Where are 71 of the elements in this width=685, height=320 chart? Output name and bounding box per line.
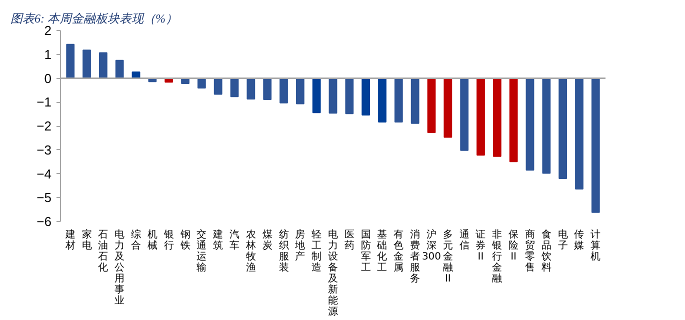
y-tick-label: −4 [36,166,52,182]
x-tick-label: 家电 [82,228,92,252]
x-tick-label: 保险II [508,230,519,262]
chart-title: 图表6: 本周金融板块表现（%） [10,12,178,26]
bar [460,78,469,151]
x-tick-label: 煤炭 [262,228,272,252]
bar [444,78,452,138]
x-tick-label: 交通运输 [196,228,207,274]
bar [296,78,304,104]
y-tick-label: −2 [36,118,52,134]
x-tick-label: 房地产 [294,228,306,262]
bar [509,78,518,162]
bar [492,78,502,157]
bar [82,50,91,79]
bar [98,52,108,79]
x-tick-label: 基础化工 [376,228,388,274]
bar [591,78,600,213]
bar [575,78,584,190]
y-tick-label: 0 [44,70,52,86]
bar [362,78,370,116]
bar [214,78,222,95]
x-tick-label: 证券II [476,228,486,262]
bar [246,78,256,100]
x-tick-label: 汽车 [230,228,240,252]
bar [328,78,338,114]
bar [558,78,568,180]
y-tick-label: −5 [36,190,52,206]
bar [427,78,436,133]
x-tick-label: 农林牧渔 [244,230,256,274]
x-tick-label: 建材 [64,228,76,252]
x-tick-label: 银行 [162,230,174,252]
y-tick-label: 2 [44,23,52,38]
x-tick-label: 多元金融II [442,228,453,284]
x-tick-label: 综合 [131,228,142,252]
bar [410,78,420,124]
x-tick-label: 轻工制造 [312,228,322,274]
x-tick-label: 石油石化 [98,230,108,274]
x-tick-label: 纺织服装 [278,228,289,274]
x-tick-label: 沪深300 [422,228,442,262]
x-tick-label: 有色金属 [394,228,404,274]
x-tick-label: 机械 [147,228,158,252]
bar [526,78,534,171]
x-tick-label: 食品饮料 [540,228,552,274]
x-tick-label: 非银行金融 [491,228,502,284]
bar [378,78,386,122]
x-tick-label: 商贸零售 [524,228,535,274]
x-tick-label: 医药 [344,230,354,252]
x-tick-label: 电力及公用事业 [114,228,125,306]
y-tick-label: −6 [36,214,52,229]
bar [115,60,124,79]
bar [263,78,272,100]
bar [312,78,321,114]
bar [345,78,354,114]
y-tick-label: 1 [44,46,52,62]
y-tick-label: −1 [36,94,52,110]
bar [66,44,75,79]
bar [476,78,485,156]
x-tick-label: 钢铁 [179,230,190,252]
x-tick-label: 通信 [459,228,470,252]
x-tick-label: 电子 [558,228,568,252]
y-tick-label: −3 [36,142,52,158]
bar [394,78,403,122]
x-tick-label: 建筑 [212,228,224,252]
x-tick-label: 国防军工 [360,230,371,274]
bar [280,78,288,104]
bar [542,78,551,174]
x-tick-label: 传媒 [574,230,584,252]
bar [197,78,206,89]
x-tick-label: 电力设备及新能源 [328,228,338,318]
x-tick-label: 计算机 [590,228,601,262]
x-tick-label: 消费者服务 [410,228,420,284]
